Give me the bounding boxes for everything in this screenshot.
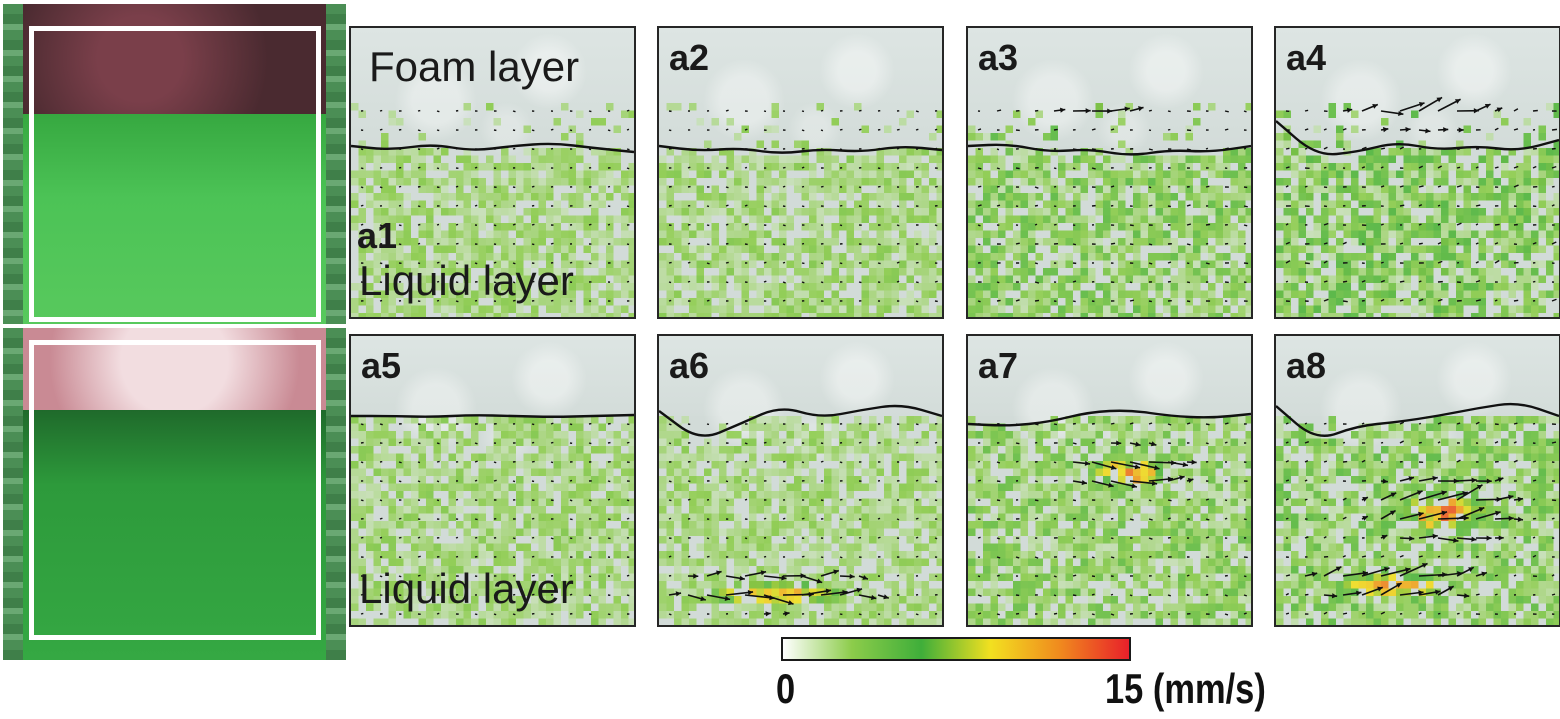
panel-label: a3 [978,37,1019,78]
velocity-vectors [668,422,938,617]
velocity-vectors [1285,96,1558,303]
velocity-field [1276,96,1559,317]
velocity-vectors [668,109,938,303]
velocity-field [351,413,634,625]
velocity-panel-a1: a1 Foam layer Liquid layer [349,26,636,319]
colorbar-min-label: 0 [776,665,796,712]
velocity-cells [968,103,1251,317]
foam-region [659,28,942,146]
velocity-cells [659,103,942,317]
velocity-cells [659,416,942,625]
foam-region [968,28,1251,146]
foam-region [1276,336,1559,416]
foam-layer-label: Foam layer [369,43,580,90]
velocity-vectors [360,422,630,616]
velocity-vectors [1285,421,1557,615]
roi-frame [29,340,321,640]
foam-liquid-interface [968,143,1251,156]
velocity-field [968,409,1251,625]
velocity-vectors [360,109,630,303]
velocity-vectors [977,422,1248,616]
panel-label: a5 [361,345,402,386]
velocity-field [1276,402,1559,625]
foam-liquid-interface [1276,120,1559,156]
panel-label: a7 [978,345,1019,386]
velocity-vectors [977,106,1249,303]
foam-liquid-interface [659,404,942,437]
photo-foam-before [3,4,346,324]
velocity-field [659,404,942,625]
velocity-cells [1276,103,1559,317]
panel-label: a6 [669,345,710,386]
velocity-cells [1276,416,1559,625]
velocity-panel-a8: a8 [1274,334,1560,627]
velocity-cells [968,416,1251,625]
panel-label: a4 [1286,37,1327,78]
velocity-field [659,103,942,317]
foam-liquid-interface [351,413,634,418]
liquid-layer-label: Liquid layer [359,565,574,612]
velocity-colorbar [781,637,1131,661]
foam-region [659,336,942,416]
foam-region [968,336,1251,416]
panel-label: a2 [669,37,710,78]
roi-frame [29,26,321,322]
velocity-field [968,103,1251,317]
photo-foam-after [3,328,346,660]
velocity-panel-a6: a6 [657,334,944,627]
velocity-panel-a5: a5 Liquid layer [349,334,636,627]
foam-liquid-interface [968,409,1251,427]
foam-liquid-interface [351,142,634,154]
foam-liquid-interface [659,144,942,154]
velocity-cells [351,416,634,625]
velocity-cells [351,103,634,317]
velocity-panel-a3: a3 [966,26,1253,319]
velocity-field [351,103,634,317]
colorbar-max-label: 15 (mm/s) [1105,665,1266,712]
velocity-panel-a7: a7 [966,334,1253,627]
foam-region [351,28,634,146]
velocity-panel-a4: a4 [1274,26,1560,319]
velocity-panel-a2: a2 [657,26,944,319]
panel-label: a8 [1286,345,1327,386]
foam-region [1276,28,1559,146]
foam-liquid-interface [1276,402,1559,437]
panel-label: a1 [357,215,398,256]
liquid-layer-label: Liquid layer [359,257,574,304]
foam-region [351,336,634,416]
